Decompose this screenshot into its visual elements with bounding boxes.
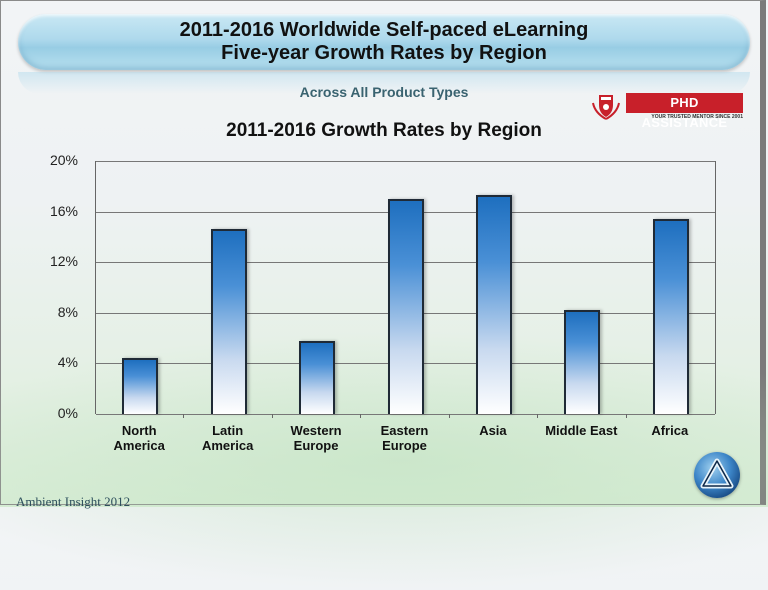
brand-name: PHD ASSISTANCE [626, 93, 743, 130]
x-tick-label: North America [113, 423, 165, 453]
x-tick-label: Middle East [545, 423, 618, 438]
gridline [96, 414, 715, 415]
x-tick-mark [537, 414, 539, 418]
bar-asia [475, 195, 512, 414]
y-tick-label: 16% [49, 202, 78, 219]
x-tick-mark [360, 414, 362, 418]
slide-title: 2011-2016 Worldwide Self-paced eLearning… [18, 19, 750, 65]
brand-tagline: YOUR TRUSTED MENTOR SINCE 2001 [651, 114, 743, 120]
x-tick-label: Western Europe [290, 423, 342, 453]
x-tick-label: Africa [651, 423, 689, 438]
x-tick-mark [183, 414, 185, 418]
slide-title-line2: Five-year Growth Rates by Region [221, 42, 547, 64]
source-credit: Ambient Insight 2012 [16, 494, 131, 509]
x-tick-label: Latin America [201, 423, 254, 453]
x-tick-mark [448, 414, 450, 418]
y-tick-label: 20% [49, 152, 78, 168]
bar-western-europe [299, 340, 336, 414]
bar-africa [652, 219, 689, 414]
triangle-logo-icon [700, 458, 734, 489]
x-tick-label: Asia [479, 423, 507, 438]
y-tick-label: 8% [57, 303, 78, 320]
y-tick-label: 0% [57, 405, 78, 421]
gridline [96, 161, 715, 162]
chart-title: 2011-2016 Growth Rates by Region [226, 120, 542, 141]
title-banner [18, 14, 750, 70]
x-tick-mark [625, 414, 627, 418]
bar-north-america [122, 358, 159, 414]
slide-subtitle: Across All Product Types [299, 84, 469, 100]
title-banner-reflection [18, 72, 750, 94]
bar-middle-east [564, 310, 601, 414]
ambient-insight-logo [694, 452, 740, 498]
plot-area [95, 161, 716, 415]
bar-eastern-europe [387, 198, 424, 414]
y-tick-label: 12% [49, 253, 78, 270]
x-tick-mark [271, 414, 273, 418]
y-tick-label: 4% [57, 354, 78, 371]
bar-latin-america [210, 229, 247, 414]
phd-assistance-watermark: PHD ASSISTANCE YOUR TRUSTED MENTOR SINCE… [590, 93, 745, 130]
shield-crest-icon [592, 95, 620, 120]
x-tick-label: Eastern Europe [380, 423, 429, 453]
slide-title-line1: 2011-2016 Worldwide Self-paced eLearning [179, 19, 589, 41]
